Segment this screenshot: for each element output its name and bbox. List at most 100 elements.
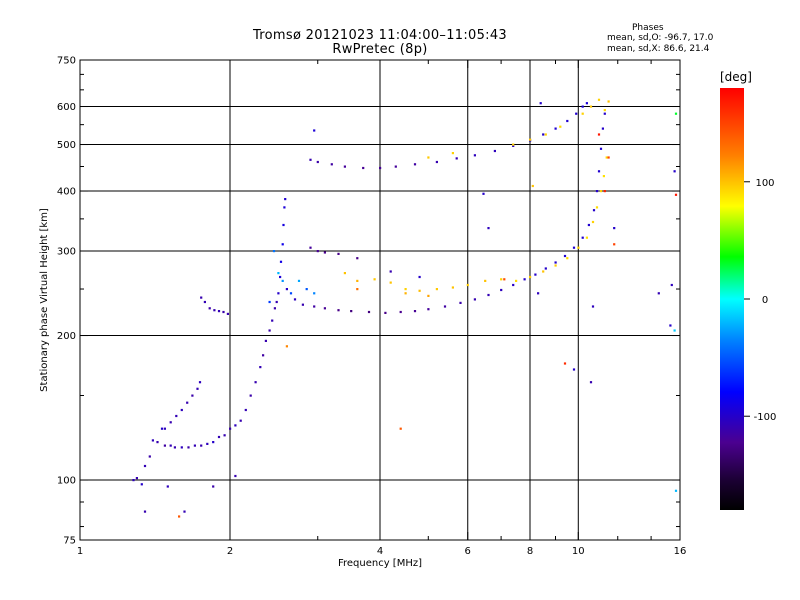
data-point <box>191 394 194 397</box>
data-point <box>330 163 333 166</box>
data-point <box>512 144 515 147</box>
data-point <box>539 102 542 105</box>
colorbar-unit-label: [deg] <box>720 70 752 84</box>
data-point <box>277 272 280 275</box>
phase-stat-x-mode: mean, sd,X: 86.6, 21.4 <box>607 44 710 54</box>
y-tick-label: 75 <box>63 536 76 547</box>
x-tick-label: 10 <box>572 546 585 557</box>
y-tick-label: 750 <box>57 56 76 67</box>
data-point <box>305 288 308 291</box>
x-tick-label: 1 <box>77 546 83 557</box>
data-point <box>435 160 438 164</box>
colorbar-tick-label: 100 <box>755 178 774 189</box>
data-point <box>337 309 340 312</box>
data-point <box>487 293 490 297</box>
data-point <box>673 329 676 332</box>
data-point <box>273 307 276 310</box>
data-point <box>487 227 490 230</box>
y-tick-label: 400 <box>57 187 76 198</box>
data-point <box>595 206 599 209</box>
data-point <box>603 190 606 193</box>
axis-ticks: 1 2 4 6 8 10 16 75 100 200 300 400 500 600 750 <box>57 56 686 558</box>
data-point <box>384 311 387 314</box>
data-point <box>427 156 430 159</box>
data-point <box>575 112 578 115</box>
data-point <box>389 270 392 273</box>
data-point <box>572 368 576 371</box>
x-tick-label: 4 <box>377 546 383 557</box>
data-point <box>670 283 673 287</box>
chart-title: Tromsø 20121023 11:04:00–11:05:43 <box>252 28 508 43</box>
data-point <box>285 288 288 291</box>
data-point <box>534 273 537 276</box>
data-point <box>279 275 282 279</box>
data-point <box>577 246 580 249</box>
data-point <box>316 250 319 253</box>
data-point <box>212 485 215 488</box>
data-point <box>566 119 569 123</box>
y-tick-label: 100 <box>57 476 76 487</box>
data-point <box>603 109 606 112</box>
data-point <box>180 446 183 449</box>
data-point <box>566 257 569 260</box>
y-tick-label: 600 <box>57 102 76 113</box>
data-point <box>203 300 206 304</box>
data-point <box>413 310 417 313</box>
data-point <box>466 283 469 287</box>
data-point <box>589 381 593 384</box>
data-point <box>512 283 515 287</box>
data-point <box>473 298 476 301</box>
data-point <box>581 112 584 115</box>
data-point <box>178 515 181 518</box>
data-point <box>268 300 271 304</box>
data-point <box>673 170 676 173</box>
data-point <box>271 319 274 322</box>
x-axis-label: Frequency [MHz] <box>338 558 422 569</box>
data-point <box>404 292 407 295</box>
data-point <box>597 170 601 173</box>
phase-stat-o-mode: mean, sd,O: -96.7, 17.0 <box>607 33 714 43</box>
y-tick-label: 300 <box>57 247 76 258</box>
data-point <box>212 441 215 444</box>
data-point <box>379 166 382 170</box>
phase-stats-heading: Phases <box>632 23 664 33</box>
data-point <box>418 275 421 279</box>
data-point <box>587 223 590 227</box>
data-point <box>607 100 610 103</box>
data-point <box>180 408 183 412</box>
data-point <box>500 288 503 292</box>
data-point <box>503 278 506 281</box>
data-point <box>169 444 172 447</box>
data-point <box>234 424 237 427</box>
chart-subtitle: RwPretec (8p) <box>332 42 428 57</box>
data-point <box>226 312 229 315</box>
data-point <box>585 236 588 239</box>
data-point <box>208 307 211 310</box>
data-point <box>309 246 312 249</box>
data-point <box>418 289 421 292</box>
data-point <box>282 223 285 227</box>
data-point <box>542 270 545 273</box>
data-point <box>323 307 326 310</box>
data-point <box>607 156 610 159</box>
data-point <box>589 105 593 108</box>
data-point <box>234 474 237 478</box>
x-tick-label: 6 <box>465 546 471 557</box>
data-point <box>262 354 265 357</box>
data-point <box>674 489 678 492</box>
data-point <box>175 414 178 418</box>
data-point <box>163 444 166 447</box>
data-point <box>132 479 135 482</box>
data-point <box>285 345 288 348</box>
data-point <box>206 442 209 445</box>
data-point <box>613 243 616 246</box>
data-point <box>591 305 595 308</box>
data-point <box>187 446 190 449</box>
data-point <box>674 112 678 115</box>
data-point <box>163 427 166 430</box>
data-point <box>166 485 169 488</box>
data-point <box>301 303 304 306</box>
data-point <box>254 381 257 384</box>
